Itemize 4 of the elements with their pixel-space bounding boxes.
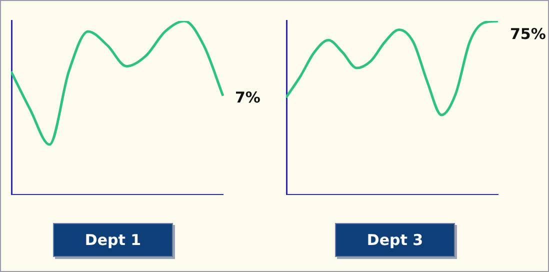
x-axis-title: Dept 3 — [335, 223, 455, 257]
x-axis-title: Dept 1 — [53, 223, 173, 257]
text: 7% — [235, 88, 260, 107]
text: 75% — [510, 24, 546, 43]
